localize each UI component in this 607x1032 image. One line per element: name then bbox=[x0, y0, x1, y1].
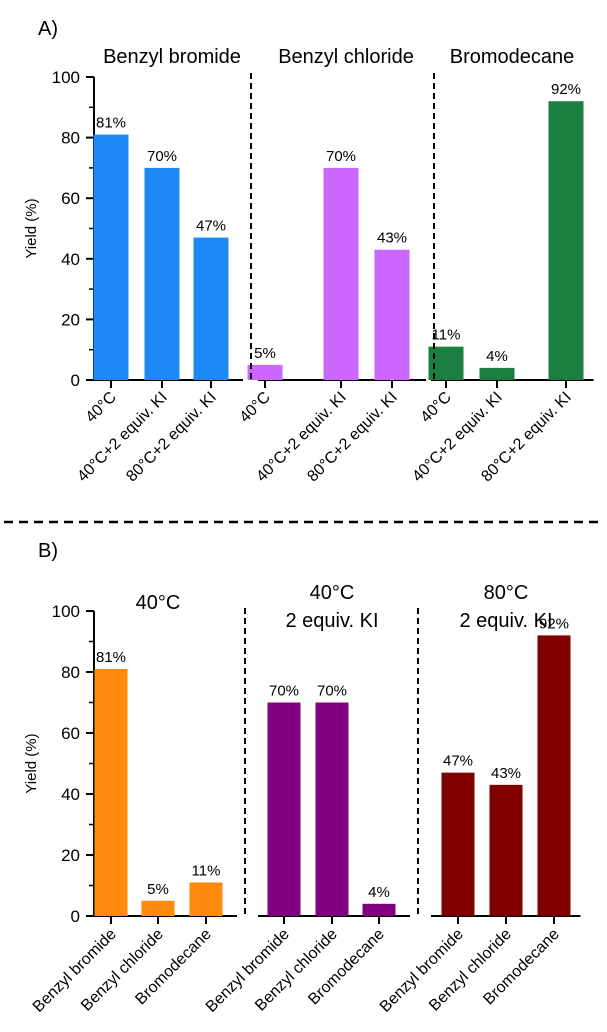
group-title: 2 equiv. KI bbox=[285, 610, 378, 632]
data-label: 92% bbox=[539, 615, 569, 632]
bar bbox=[374, 249, 410, 380]
bar bbox=[267, 702, 301, 916]
y-tick-label: 80 bbox=[61, 129, 80, 148]
y-tick-label: 20 bbox=[61, 310, 80, 329]
data-label: 43% bbox=[491, 765, 521, 782]
bar bbox=[479, 367, 515, 380]
data-label: 92% bbox=[551, 81, 581, 98]
category-label: Benzyl chloride bbox=[252, 926, 341, 1015]
y-tick-label: 60 bbox=[61, 724, 80, 743]
y-tick-label: 100 bbox=[52, 68, 80, 87]
group-title: 2 equiv. KI bbox=[459, 610, 552, 632]
bar bbox=[193, 237, 229, 380]
bar bbox=[537, 635, 571, 916]
data-label: 4% bbox=[368, 884, 390, 901]
data-label: 4% bbox=[486, 348, 508, 365]
group-title: Benzyl bromide bbox=[103, 46, 241, 68]
y-tick-label: 20 bbox=[61, 846, 80, 865]
y-tick-label: 40 bbox=[61, 785, 80, 804]
y-axis-title: Yield (%) bbox=[23, 198, 40, 258]
category-label: Benzyl chloride bbox=[78, 926, 167, 1015]
group-title: 40°C bbox=[310, 582, 355, 604]
data-label: 43% bbox=[377, 230, 407, 247]
y-axis-title: Yield (%) bbox=[23, 733, 40, 793]
data-label: 11% bbox=[192, 862, 221, 879]
data-label: 11% bbox=[432, 327, 461, 344]
bar bbox=[548, 101, 584, 381]
data-label: 5% bbox=[254, 345, 276, 362]
panel-label: A) bbox=[38, 18, 58, 40]
data-label: 81% bbox=[96, 115, 126, 132]
category-label: 40°C bbox=[418, 389, 455, 426]
y-tick-label: 60 bbox=[61, 189, 80, 208]
data-label: 70% bbox=[317, 683, 347, 700]
category-label: Benzyl bromide bbox=[377, 926, 467, 1016]
category-label: 80°C+2 equiv. KI bbox=[123, 389, 220, 486]
chart-panel-b: B) 0 20 40 60 80 100 Yield (%) 40°C 81% Benzyl bro… bbox=[23, 540, 581, 1016]
bar bbox=[362, 903, 396, 916]
group-title: 80°C bbox=[484, 582, 529, 604]
data-label: 47% bbox=[196, 218, 226, 235]
bar bbox=[141, 900, 175, 916]
y-tick-label: 40 bbox=[61, 250, 80, 269]
group-title: Bromodecane bbox=[450, 46, 575, 68]
category-label: 40°C+2 equiv. KI bbox=[74, 389, 171, 486]
bar bbox=[323, 167, 359, 380]
panel-label: B) bbox=[38, 540, 58, 562]
category-label: 80°C+2 equiv. KI bbox=[304, 389, 401, 486]
bar bbox=[489, 784, 523, 916]
bar bbox=[247, 364, 283, 380]
bar bbox=[93, 134, 129, 380]
y-tick-label: 0 bbox=[71, 907, 80, 926]
bar bbox=[315, 702, 349, 916]
data-label: 47% bbox=[443, 753, 473, 770]
y-tick-label: 0 bbox=[71, 371, 80, 390]
y-tick-label: 80 bbox=[61, 663, 80, 682]
category-label: 40°C bbox=[83, 389, 120, 426]
category-label: 40°C bbox=[237, 389, 274, 426]
data-label: 70% bbox=[326, 148, 356, 165]
data-label: 70% bbox=[147, 148, 177, 165]
category-label: Benzyl chloride bbox=[426, 926, 515, 1015]
data-label: 5% bbox=[147, 881, 169, 898]
category-label: Benzyl bromide bbox=[203, 926, 293, 1016]
bar bbox=[144, 167, 180, 380]
group-title: 40°C bbox=[136, 592, 181, 614]
group-title: Benzyl chloride bbox=[278, 46, 414, 68]
chart-panel-a: A) 0 20 40 60 80 100 Yield (%) Benzyl bromide 81%… bbox=[23, 18, 594, 485]
bar bbox=[189, 882, 223, 916]
data-label: 81% bbox=[96, 649, 126, 666]
data-label: 70% bbox=[269, 683, 299, 700]
bar bbox=[441, 772, 475, 916]
category-label: Benzyl bromide bbox=[30, 926, 120, 1016]
y-tick-label: 100 bbox=[52, 602, 80, 621]
bar bbox=[94, 668, 128, 916]
